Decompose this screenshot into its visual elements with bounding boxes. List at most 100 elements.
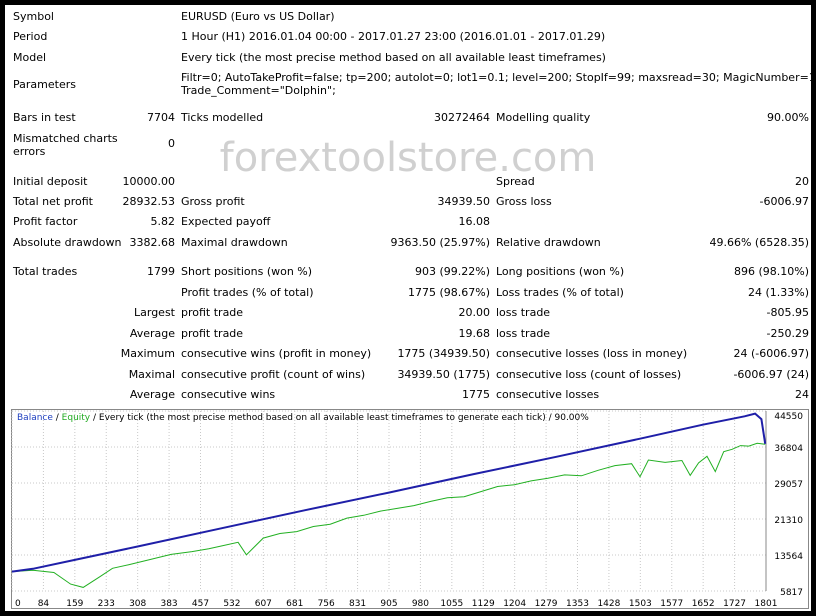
x-tick-label: 1652 — [692, 599, 715, 609]
average-profit-value: 19.68 — [458, 327, 491, 340]
long-positions-value: 896 (98.10%) — [733, 265, 809, 278]
x-tick-label: 84 — [38, 599, 50, 609]
modelling-quality-label: Modelling quality — [496, 111, 591, 124]
maximal-profit-label: consecutive profit (count of wins) — [181, 368, 366, 381]
largest-loss-label: loss trade — [496, 306, 551, 319]
model-value: Every tick (the most precise method base… — [181, 51, 606, 64]
watermark: forextoolstore.com — [219, 135, 597, 181]
average-consecutive-profit-value: 1775 — [462, 388, 490, 401]
relative-drawdown-value: 49.66% (6528.35) — [709, 236, 809, 249]
maximum-loss-value: 24 (-6006.97) — [733, 347, 809, 360]
x-tick-label: 308 — [129, 599, 146, 609]
total-net-profit-label: Total net profit — [13, 195, 93, 208]
symbol-value: EURUSD (Euro vs US Dollar) — [181, 10, 335, 23]
x-tick-label: 1204 — [503, 599, 526, 609]
equity-series-line — [11, 442, 766, 588]
largest-loss-value: -805.95 — [766, 306, 809, 319]
x-tick-label: 532 — [223, 599, 240, 609]
short-positions-label: Short positions (won %) — [181, 265, 313, 278]
x-tick-label: 980 — [412, 599, 429, 609]
chart-header-text: / Every tick (the most precise method ba… — [90, 413, 589, 423]
parameters-value-line1: Filtr=0; AutoTakeProfit=false; tp=200; a… — [181, 71, 816, 84]
x-tick-label: 1279 — [535, 599, 558, 609]
gross-loss-value: -6006.97 — [759, 195, 809, 208]
maximal-loss-label: consecutive loss (count of losses) — [496, 368, 682, 381]
largest-profit-value: 20.00 — [458, 306, 491, 319]
maximal-loss-value: -6006.97 (24) — [733, 368, 809, 381]
absolute-drawdown-label: Absolute drawdown — [13, 236, 122, 249]
chart-header: Balance / Equity / Every tick (the most … — [17, 412, 589, 424]
period-label: Period — [13, 30, 48, 43]
average-consecutive-profit-label: consecutive wins — [181, 388, 276, 401]
x-tick-label: 0 — [15, 599, 21, 609]
ticks-modelled-label: Ticks modelled — [181, 111, 264, 124]
balance-equity-chart: 0 84 159 233 308 383 457 532 607 681 756 831 905 980 1… — [11, 409, 809, 609]
total-trades-label: Total trades — [13, 265, 78, 278]
gross-profit-label: Gross profit — [181, 195, 245, 208]
largest-label: Largest — [134, 306, 175, 319]
maximum-profit-value: 1775 (34939.50) — [397, 347, 490, 360]
gross-profit-value: 34939.50 — [437, 195, 491, 208]
x-tick-label: 1727 — [723, 599, 746, 609]
y-tick-label: 44550 — [774, 412, 803, 422]
y-tick-label: 36804 — [774, 444, 803, 454]
mismatched-label-line2: errors — [13, 145, 46, 158]
parameters-value-line2: Trade_Comment="Dolphin"; — [181, 84, 336, 97]
y-tick-label: 5817 — [780, 588, 803, 598]
chart-frame — [11, 409, 809, 609]
mismatched-value: 0 — [168, 137, 175, 150]
relative-drawdown-label: Relative drawdown — [496, 236, 601, 249]
x-tick-label: 756 — [318, 599, 335, 609]
report-window: Symbol EURUSD (Euro vs US Dollar) Period… — [5, 5, 816, 611]
profit-factor-value: 5.82 — [150, 215, 176, 228]
x-tick-label: 1801 — [755, 599, 778, 609]
average-loss-label: loss trade — [496, 327, 551, 340]
modelling-quality-value: 90.00% — [767, 111, 809, 124]
x-tick-label: 905 — [380, 599, 397, 609]
x-tick-label: 831 — [349, 599, 366, 609]
average-consecutive-label: Average — [129, 388, 175, 401]
absolute-drawdown-value: 3382.68 — [129, 236, 176, 249]
average-loss-value: -250.29 — [766, 327, 809, 340]
ticks-modelled-value: 30272464 — [434, 111, 490, 124]
report-table: Symbol EURUSD (Euro vs US Dollar) Period… — [5, 5, 816, 405]
short-positions-value: 903 (99.22%) — [414, 265, 490, 278]
average-consecutive-loss-label: consecutive losses — [496, 388, 600, 401]
chart-legend-balance: Balance — [17, 413, 53, 423]
average-consecutive-loss-value: 24 — [795, 388, 809, 401]
loss-trades-label: Loss trades (% of total) — [496, 286, 624, 299]
spread-label: Spread — [496, 175, 535, 188]
x-tick-label: 1055 — [440, 599, 463, 609]
spread-value: 20 — [795, 175, 809, 188]
total-trades-value: 1799 — [147, 265, 175, 278]
x-tick-label: 159 — [66, 599, 83, 609]
total-net-profit-value: 28932.53 — [122, 195, 176, 208]
average-label: Average — [129, 327, 175, 340]
gross-loss-label: Gross loss — [496, 195, 552, 208]
average-profit-label: profit trade — [181, 327, 244, 340]
balance-series-line — [11, 412, 767, 573]
parameters-label: Parameters — [13, 78, 76, 91]
expected-payoff-value: 16.08 — [458, 215, 491, 228]
x-tick-label: 233 — [98, 599, 115, 609]
x-tick-label: 383 — [160, 599, 177, 609]
largest-profit-label: profit trade — [181, 306, 244, 319]
expected-payoff-label: Expected payoff — [181, 215, 271, 228]
profit-factor-label: Profit factor — [13, 215, 78, 228]
x-tick-label: 1428 — [597, 599, 620, 609]
maximal-drawdown-label: Maximal drawdown — [181, 236, 288, 249]
profit-trades-label: Profit trades (% of total) — [181, 286, 314, 299]
maximum-label: Maximum — [120, 347, 175, 360]
maximal-label: Maximal — [128, 368, 175, 381]
long-positions-label: Long positions (won %) — [496, 265, 625, 278]
model-label: Model — [13, 51, 47, 64]
period-value: 1 Hour (H1) 2016.01.04 00:00 - 2017.01.2… — [181, 30, 606, 43]
symbol-label: Symbol — [13, 10, 54, 23]
y-tick-label: 13564 — [774, 552, 803, 562]
x-tick-label: 1353 — [566, 599, 589, 609]
maximum-loss-label: consecutive losses (loss in money) — [496, 347, 688, 360]
maximal-profit-value: 34939.50 (1775) — [397, 368, 490, 381]
initial-deposit-label: Initial deposit — [13, 175, 88, 188]
x-tick-label: 457 — [192, 599, 209, 609]
loss-trades-value: 24 (1.33%) — [747, 286, 809, 299]
